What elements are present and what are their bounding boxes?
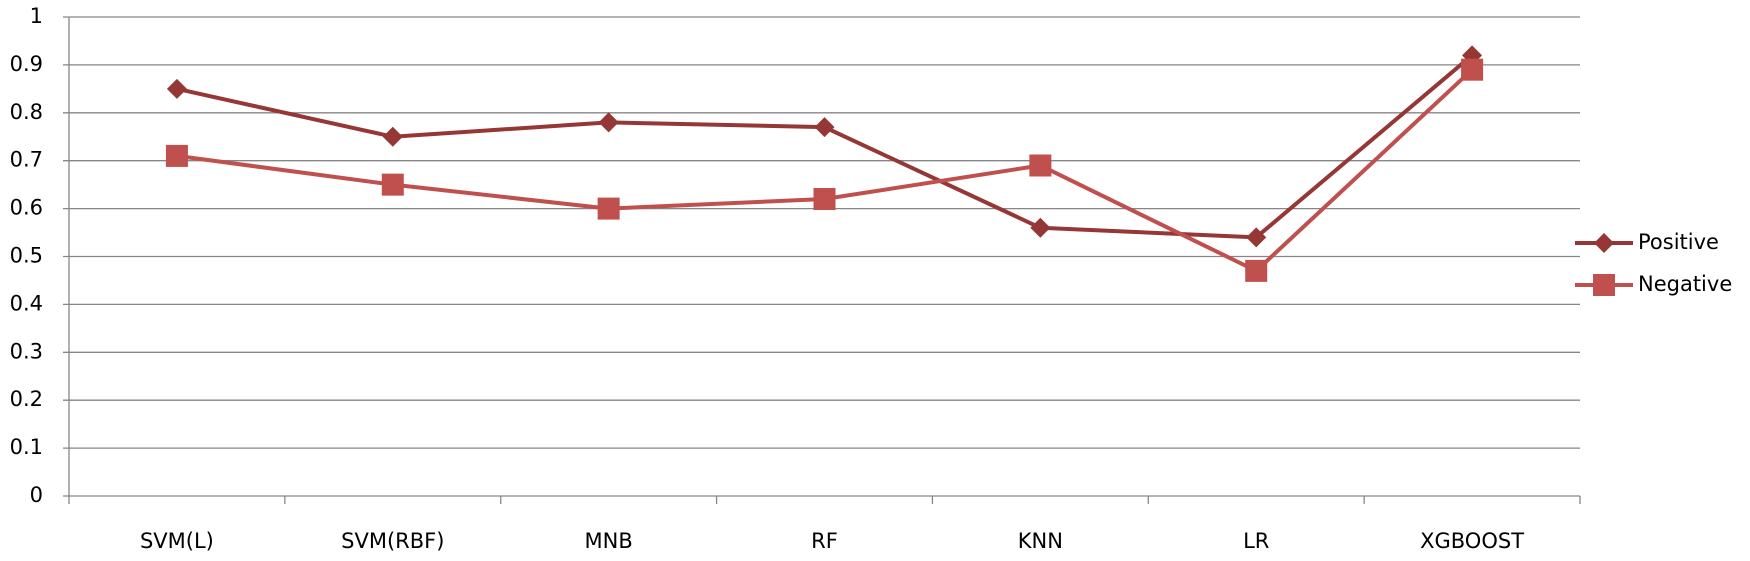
y-tick-label: 0.6 bbox=[10, 196, 43, 220]
point bbox=[1246, 227, 1267, 248]
point bbox=[813, 188, 836, 211]
x-tick-label: LR bbox=[1243, 529, 1269, 553]
y-tick-label: 0.2 bbox=[10, 387, 43, 411]
point bbox=[165, 144, 188, 167]
point bbox=[1594, 233, 1614, 253]
point bbox=[598, 112, 619, 133]
x-tick-label: RF bbox=[811, 529, 838, 553]
x-tick-label: SVM(L) bbox=[140, 529, 214, 553]
line bbox=[176, 53, 1474, 240]
x-tick-label: KNN bbox=[1018, 529, 1063, 553]
y-tick-label: 0.4 bbox=[10, 291, 43, 315]
point bbox=[1030, 217, 1051, 238]
x-tick-label: XGBOOST bbox=[1420, 529, 1524, 553]
point bbox=[1245, 259, 1268, 282]
point bbox=[814, 117, 835, 138]
y-tick-label: 0.8 bbox=[10, 100, 43, 124]
point bbox=[597, 197, 620, 220]
y-tick-label: 0.7 bbox=[10, 148, 43, 172]
x-tick-label: MNB bbox=[585, 529, 633, 553]
y-tick-label: 1 bbox=[30, 4, 43, 28]
point bbox=[382, 126, 403, 147]
point bbox=[1593, 274, 1615, 296]
line bbox=[176, 68, 1474, 274]
legend-label: Positive bbox=[1638, 230, 1719, 254]
point bbox=[1029, 154, 1052, 177]
legend-label: Negative bbox=[1638, 272, 1732, 296]
y-tick-label: 0 bbox=[30, 483, 43, 507]
point bbox=[1461, 58, 1484, 81]
y-tick-label: 0.1 bbox=[10, 435, 43, 459]
point bbox=[166, 78, 187, 99]
y-tick-label: 0.3 bbox=[10, 339, 43, 363]
x-tick-label: SVM(RBF) bbox=[341, 529, 444, 553]
point bbox=[381, 173, 404, 196]
y-tick-label: 0.5 bbox=[10, 244, 43, 268]
y-tick-label: 0.9 bbox=[10, 52, 43, 76]
